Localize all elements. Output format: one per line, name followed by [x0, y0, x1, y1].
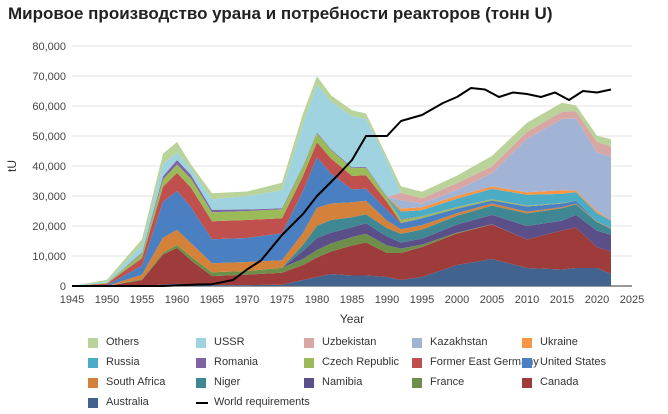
legend-swatch — [412, 338, 422, 348]
legend-label: Romania — [214, 356, 259, 368]
y-axis-label: tU — [5, 160, 19, 172]
legend-label: United States — [540, 356, 607, 368]
legend-swatch — [304, 378, 314, 388]
legend-label: World requirements — [214, 396, 310, 408]
y-tick-label: 40,000 — [32, 161, 66, 173]
area-series-south-africa — [72, 200, 611, 286]
legend-label: South Africa — [106, 376, 166, 388]
chart-plot: 0 10,000 20,000 30,000 40,000 50,000 60,000 70,… — [5, 41, 644, 326]
chart-title: Мировое производство урана и потребности… — [8, 4, 553, 23]
x-tick-label: 2000 — [445, 294, 469, 306]
area-series-france — [72, 224, 611, 286]
legend-swatch — [522, 378, 532, 388]
area-series-kazakhstan — [72, 118, 611, 286]
legend-label: Namibia — [322, 376, 363, 388]
x-tick-label: 1965 — [200, 294, 224, 306]
x-axis-label: Year — [340, 312, 364, 326]
x-tick-label: 1955 — [130, 294, 154, 306]
legend-swatch — [304, 338, 314, 348]
legend-swatch — [196, 338, 206, 348]
legend-label: Niger — [214, 376, 241, 388]
chart-legend: Others USSR Uzbekistan Kazakhstan Ukraine Rus… — [0, 330, 668, 414]
legend-label: Ukraine — [540, 336, 578, 348]
y-tick-label: 0 — [60, 281, 66, 293]
legend-swatch — [88, 398, 98, 408]
y-tick-label: 10,000 — [32, 251, 66, 263]
legend-label: Former East Germany — [430, 356, 539, 368]
area-series-niger — [72, 204, 611, 286]
legend-label: Australia — [106, 396, 149, 408]
x-tick-label: 2025 — [620, 294, 644, 306]
x-tick-label: 1975 — [270, 294, 294, 306]
legend-label: Czech Republic — [322, 356, 400, 368]
y-tick-label: 30,000 — [32, 191, 66, 203]
legend-label: USSR — [214, 336, 245, 348]
legend-label: France — [430, 376, 465, 388]
y-tick-label: 20,000 — [32, 221, 66, 233]
x-tick-label: 1980 — [305, 294, 329, 306]
x-tick-label: 1995 — [410, 294, 434, 306]
legend-label: Russia — [106, 356, 140, 368]
legend-swatch — [412, 378, 422, 388]
legend-label: Canada — [540, 376, 579, 388]
area-series-united-states — [72, 157, 611, 286]
line-series-world-requirements — [72, 87, 612, 287]
x-tick-label: 1945 — [60, 294, 84, 306]
legend-line-swatch — [196, 402, 208, 404]
area-series-czech-republic — [72, 133, 611, 286]
y-tick-label: 60,000 — [32, 101, 66, 113]
area-series-canada — [72, 224, 611, 286]
area-series-australia — [72, 259, 611, 286]
legend-label: Kazakhstan — [430, 336, 488, 348]
legend-label: Uzbekistan — [322, 336, 377, 348]
legend-swatch — [88, 358, 98, 368]
x-tick-label: 1985 — [340, 294, 364, 306]
y-tick-label: 70,000 — [32, 71, 66, 83]
legend-swatch — [304, 358, 314, 368]
legend-swatch — [196, 378, 206, 388]
x-tick-label: 1960 — [165, 294, 189, 306]
legend-swatch — [522, 358, 532, 368]
x-tick-label: 2010 — [515, 294, 539, 306]
y-tick-label: 50,000 — [32, 131, 66, 143]
legend-swatch — [522, 338, 532, 348]
x-tick-label: 1990 — [375, 294, 399, 306]
x-tick-label: 1950 — [95, 294, 119, 306]
x-tick-label: 2005 — [480, 294, 504, 306]
area-series-ussr — [72, 84, 611, 287]
y-tick-label: 80,000 — [32, 41, 66, 53]
area-series-namibia — [72, 214, 611, 286]
x-tick-label: 2020 — [585, 294, 609, 306]
legend-swatch — [88, 378, 98, 388]
legend-swatch — [412, 358, 422, 368]
legend-swatch — [88, 338, 98, 348]
legend-label: Others — [106, 336, 140, 348]
x-tick-label: 1970 — [235, 294, 259, 306]
x-tick-label: 2015 — [550, 294, 574, 306]
legend-swatch — [196, 358, 206, 368]
